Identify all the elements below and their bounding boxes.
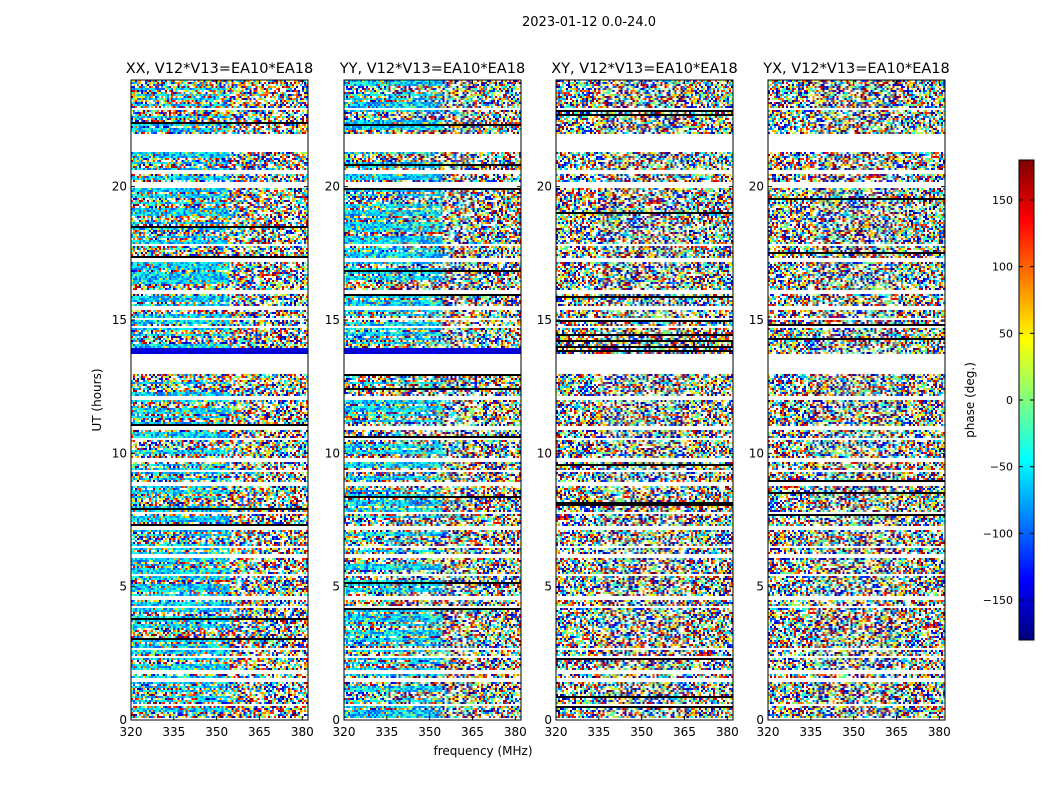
x-tick-label: 365 (885, 725, 908, 739)
panel-title: YY, V12*V13=EA10*EA18 (339, 61, 525, 77)
x-tick-label: 365 (248, 725, 271, 739)
colorbar-tick-label: 100 (992, 261, 1013, 274)
panel-frame (343, 79, 522, 721)
x-tick-label: 320 (333, 725, 356, 739)
y-tick-label: 0 (544, 713, 552, 727)
panel-4: YX, V12*V13=EA10*EA18 320 335 350 365 380 0 5 10… (749, 61, 951, 739)
panel-1: XX, V12*V13=EA10*EA18 320 335 350 365 380 0 5 10… (112, 61, 314, 739)
x-axis-label: frequency (MHz) (433, 744, 532, 758)
colorbar-tick-label: −50 (990, 461, 1013, 474)
y-tick-label: 15 (537, 313, 552, 327)
x-tick-label: 380 (504, 725, 527, 739)
colorbar-tick-label: 150 (992, 194, 1013, 207)
y-tick-label: 0 (756, 713, 764, 727)
x-tick-label: 320 (120, 725, 143, 739)
x-tick-label: 365 (673, 725, 696, 739)
x-tick-label: 350 (842, 725, 865, 739)
phase-heatmap (768, 80, 945, 720)
y-tick-label: 10 (112, 446, 127, 460)
y-tick-label: 5 (332, 580, 340, 594)
y-tick-label: 10 (749, 446, 764, 460)
x-tick-label: 380 (291, 725, 314, 739)
x-tick-label: 350 (630, 725, 653, 739)
x-tick-label: 350 (205, 725, 228, 739)
y-tick-label: 15 (325, 313, 340, 327)
x-tick-label: 320 (757, 725, 780, 739)
colorbar-label: phase (deg.) (963, 362, 977, 438)
panel-2: YY, V12*V13=EA10*EA18 320 335 350 365 380 0 5 10… (325, 61, 527, 739)
colorbar-tick-label: −100 (983, 527, 1013, 540)
x-tick-label: 335 (375, 725, 398, 739)
y-tick-label: 5 (544, 580, 552, 594)
panel-title: YX, V12*V13=EA10*EA18 (762, 61, 949, 77)
x-tick-label: 380 (928, 725, 951, 739)
y-tick-label: 20 (749, 180, 764, 194)
y-tick-label: 0 (332, 713, 340, 727)
panel-frame (767, 79, 946, 721)
colorbar-tick-label: 50 (999, 327, 1013, 340)
panels-group: XX, V12*V13=EA10*EA18 320 335 350 365 380 0 5 10… (112, 61, 951, 739)
panel-frame (555, 79, 734, 721)
y-tick-label: 5 (119, 580, 127, 594)
phase-heatmap (556, 80, 733, 720)
x-tick-label: 365 (461, 725, 484, 739)
x-tick-label: 335 (162, 725, 185, 739)
phase-heatmap (344, 80, 521, 720)
panel-3: XY, V12*V13=EA10*EA18 320 335 350 365 380 0 5 10… (537, 61, 739, 739)
panel-title: XY, V12*V13=EA10*EA18 (551, 61, 737, 77)
x-tick-label: 350 (418, 725, 441, 739)
figure-title: 2023-01-12 0.0-24.0 (522, 15, 656, 30)
phase-heatmap (131, 80, 308, 720)
colorbar: −150 −100 −50 0 50 100 150 (983, 159, 1035, 641)
y-tick-label: 15 (112, 313, 127, 327)
y-tick-label: 10 (325, 446, 340, 460)
y-tick-label: 20 (112, 180, 127, 194)
y-tick-label: 20 (325, 180, 340, 194)
colorbar-tick-label: 0 (1006, 394, 1013, 407)
y-tick-label: 15 (749, 313, 764, 327)
panel-title: XX, V12*V13=EA10*EA18 (126, 61, 314, 77)
x-tick-label: 335 (799, 725, 822, 739)
y-tick-label: 10 (537, 446, 552, 460)
colorbar-tick-label: −150 (983, 594, 1013, 607)
y-axis-label: UT (hours) (90, 368, 104, 431)
x-tick-label: 335 (587, 725, 610, 739)
x-tick-label: 380 (716, 725, 739, 739)
x-tick-label: 320 (545, 725, 568, 739)
panel-frame (130, 79, 309, 721)
y-tick-label: 20 (537, 180, 552, 194)
y-tick-label: 5 (756, 580, 764, 594)
y-tick-label: 0 (119, 713, 127, 727)
